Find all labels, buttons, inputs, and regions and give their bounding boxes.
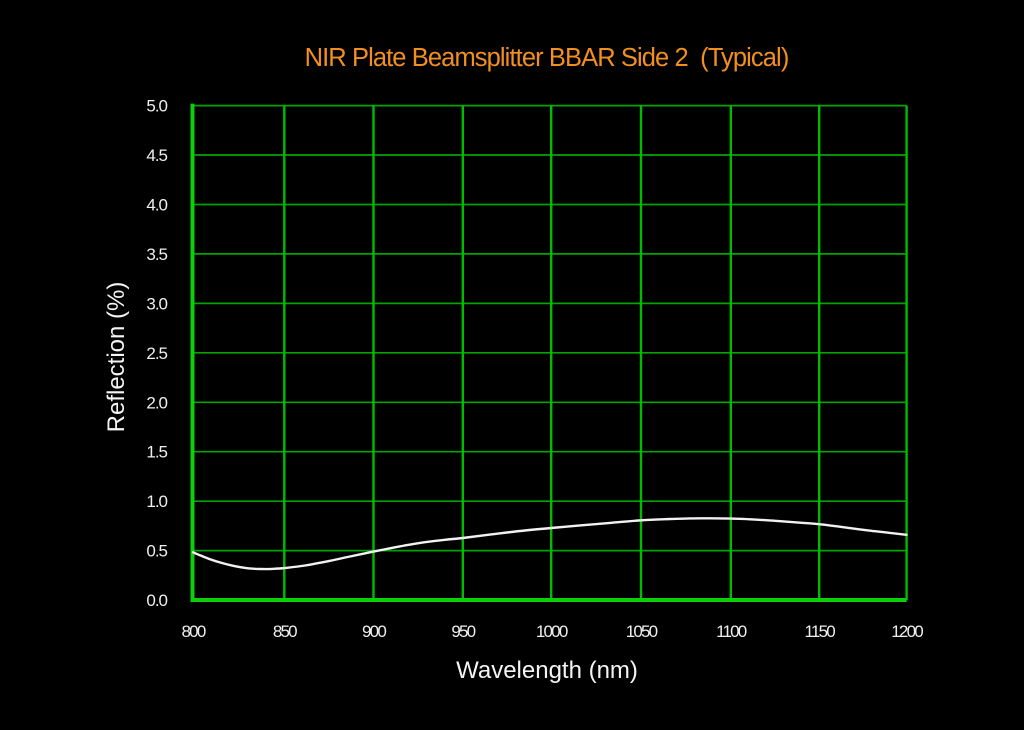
svg-text:3.5: 3.5 <box>146 245 167 264</box>
svg-text:Wavelength (nm): Wavelength (nm) <box>456 657 638 684</box>
svg-text:3.0: 3.0 <box>146 294 167 313</box>
svg-text:4.5: 4.5 <box>146 146 167 165</box>
svg-text:950: 950 <box>451 622 475 641</box>
svg-text:1100: 1100 <box>716 622 747 641</box>
svg-text:Reflection (%): Reflection (%) <box>103 282 130 433</box>
svg-text:NIR Plate Beamsplitter BBAR Si: NIR Plate Beamsplitter BBAR Side 2 (Typi… <box>305 44 789 72</box>
svg-text:1000: 1000 <box>536 622 568 641</box>
svg-text:1200: 1200 <box>891 622 923 641</box>
svg-text:850: 850 <box>273 622 297 641</box>
svg-text:2.5: 2.5 <box>146 344 167 363</box>
svg-text:5.0: 5.0 <box>146 97 167 116</box>
svg-text:800: 800 <box>182 622 206 641</box>
svg-text:1150: 1150 <box>805 622 836 641</box>
svg-text:1.0: 1.0 <box>146 492 167 511</box>
svg-text:900: 900 <box>362 622 386 641</box>
svg-text:0.5: 0.5 <box>146 542 167 561</box>
svg-text:1.5: 1.5 <box>146 443 167 462</box>
svg-text:0.0: 0.0 <box>146 591 167 610</box>
svg-text:2.0: 2.0 <box>146 393 167 412</box>
svg-text:1050: 1050 <box>626 622 658 641</box>
svg-text:4.0: 4.0 <box>146 196 167 215</box>
